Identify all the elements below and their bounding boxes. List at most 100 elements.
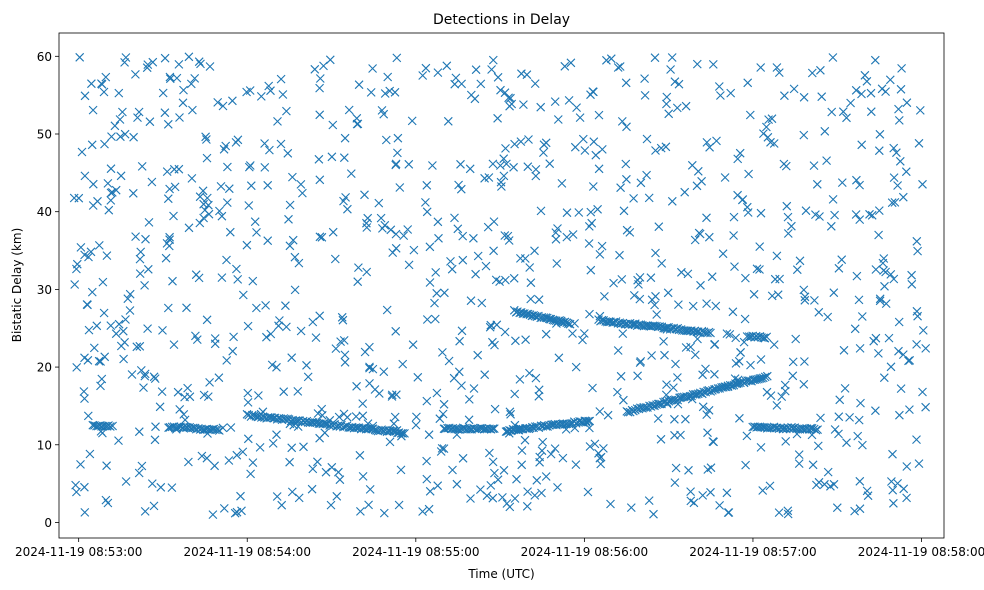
scatter-point (901, 167, 911, 177)
scatter-point (489, 246, 498, 256)
scatter-point (389, 419, 399, 429)
scatter-point (912, 306, 922, 316)
scatter-point (635, 294, 645, 304)
scatter-point (671, 463, 681, 473)
scatter-point (180, 392, 189, 402)
scatter-point (224, 456, 234, 465)
scatter-point (490, 468, 499, 478)
scatter-point (706, 328, 715, 338)
scatter-point (619, 206, 629, 216)
scatter-point (362, 223, 372, 232)
scatter-point (505, 407, 515, 417)
scatter-point (287, 353, 297, 363)
scatter-point (407, 116, 417, 126)
scatter-point (714, 82, 724, 91)
scatter-point (393, 133, 403, 143)
scatter-point (789, 84, 799, 94)
x-tick-label: 2024-11-19 08:57:00 (689, 545, 816, 559)
scatter-point (686, 326, 696, 335)
scatter-point (72, 259, 82, 269)
scatter-point (593, 204, 602, 214)
scatter-point (842, 113, 851, 123)
scatter-point (119, 354, 128, 364)
scatter-point (421, 198, 430, 207)
scatter-point (228, 96, 237, 106)
scatter-point (635, 358, 645, 367)
scatter-point (550, 97, 560, 106)
scatter-point (588, 87, 598, 96)
scatter-point (326, 420, 336, 429)
scatter-point (165, 232, 174, 242)
scatter-point (458, 231, 468, 241)
scatter-point (772, 251, 782, 261)
scatter-point (432, 288, 442, 298)
scatter-point (99, 308, 109, 318)
scatter-point (199, 199, 208, 209)
scatter-point (855, 344, 865, 353)
x-tick-label: 2024-11-19 08:58:00 (858, 545, 984, 559)
scatter-point (353, 119, 363, 129)
scatter-point (852, 175, 861, 185)
scatter-point (834, 412, 844, 422)
x-tick-label: 2024-11-19 08:53:00 (15, 545, 142, 559)
scatter-point (339, 336, 349, 345)
scatter-point (670, 77, 680, 87)
scatter-point (874, 146, 884, 156)
scatter-point (163, 119, 173, 129)
scatter-point (562, 208, 572, 218)
scatter-point (115, 115, 125, 124)
scatter-point (807, 68, 817, 78)
scatter-point (500, 231, 510, 240)
scatter-point (396, 428, 406, 438)
scatter-point (854, 415, 864, 425)
scatter-point (888, 485, 898, 495)
scatter-point (606, 499, 615, 509)
scatter-point (745, 110, 755, 120)
scatter-point (102, 461, 111, 471)
scatter-point (125, 289, 135, 299)
scatter-point (179, 85, 188, 95)
scatter-point (238, 447, 248, 457)
scatter-point (194, 273, 204, 283)
scatter-point (265, 145, 274, 155)
scatter-point (558, 453, 568, 463)
scatter-point (362, 218, 371, 228)
scatter-point (285, 457, 294, 467)
scatter-point (857, 312, 867, 321)
scatter-point (755, 374, 765, 383)
scatter-point (297, 417, 306, 427)
scatter-point (434, 233, 443, 243)
scatter-point (541, 422, 551, 431)
scatter-point (690, 390, 700, 399)
scatter-point (315, 175, 325, 185)
scatter-point (580, 146, 590, 155)
scatter-point (706, 463, 716, 473)
scatter-point (449, 373, 459, 383)
scatter-point (915, 106, 925, 115)
scatter-point (553, 224, 562, 233)
scatter-point (283, 148, 293, 158)
scatter-point (288, 172, 297, 182)
scatter-point (904, 356, 913, 366)
scatter-point (288, 235, 298, 245)
scatter-point (642, 170, 651, 180)
scatter-point (722, 488, 732, 498)
scatter-point (725, 380, 735, 390)
scatter-point (897, 64, 906, 73)
scatter-point (135, 269, 145, 278)
scatter-point (114, 88, 124, 98)
scatter-point (339, 153, 349, 163)
scatter-point (517, 460, 527, 470)
scatter-point (215, 206, 224, 216)
scatter-point (525, 263, 535, 272)
scatter-point (379, 109, 389, 119)
scatter-point (285, 241, 295, 251)
scatter-point (587, 218, 597, 228)
scatter-point (743, 208, 753, 217)
y-tick-label: 60 (37, 50, 52, 64)
scatter-point (609, 278, 618, 288)
scatter-point (625, 228, 635, 237)
scatter-point (388, 248, 398, 257)
scatter-point (216, 182, 226, 191)
scatter-point (450, 213, 459, 223)
